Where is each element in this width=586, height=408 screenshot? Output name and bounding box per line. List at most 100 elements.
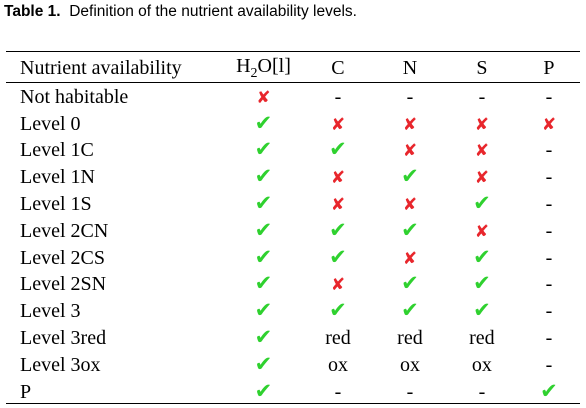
table-cell: ✔ <box>302 245 374 272</box>
header-n: N <box>402 57 418 79</box>
table-row: Level 1N ✔ ✘ ✔ ✘ - <box>6 164 580 191</box>
table-row: P ✔ - - - ✔ <box>6 379 580 406</box>
table-row: Level 1C ✔ ✔ ✘ ✘ - <box>6 138 580 165</box>
dash-text: - <box>545 193 553 216</box>
check-icon: ✔ <box>540 378 558 403</box>
header-c: C <box>331 57 345 79</box>
check-icon: ✔ <box>329 217 347 242</box>
header-h2o-rest: O[l] <box>257 55 291 77</box>
row-label: Level 2SN <box>20 273 107 296</box>
check-icon: ✔ <box>473 244 491 269</box>
table-cell: ✘ <box>374 191 446 218</box>
dash-text: - <box>406 85 414 108</box>
cross-icon: ✘ <box>402 248 418 269</box>
cross-icon: ✘ <box>402 114 418 135</box>
table-row: Level 1S ✔ ✘ ✘ ✔ - <box>6 191 580 218</box>
row-label: P <box>20 380 32 403</box>
table-cell: ✔ <box>518 379 580 406</box>
check-icon: ✔ <box>254 351 273 376</box>
dash-text: - <box>545 166 553 189</box>
table-cell: ✔ <box>302 298 374 325</box>
cross-icon: ✘ <box>402 141 418 162</box>
dash-text: - <box>545 219 553 242</box>
dash-text: - <box>406 380 414 403</box>
dash-text: - <box>478 380 486 403</box>
table-row: Level 3ox ✔ ox ox ox - <box>6 352 580 379</box>
table-cell: ✘ <box>302 164 374 191</box>
dash-text: - <box>545 353 553 376</box>
cross-icon: ✘ <box>402 195 418 216</box>
cross-icon: ✘ <box>330 195 346 216</box>
table-cell: - <box>374 379 446 406</box>
check-icon: ✔ <box>254 325 273 350</box>
check-icon: ✔ <box>254 191 273 216</box>
table-cell: ✔ <box>225 191 302 218</box>
table-cell: ✔ <box>446 191 518 218</box>
table-cell: ✔ <box>446 245 518 272</box>
table-cell: ✔ <box>225 245 302 272</box>
check-icon: ✔ <box>254 164 273 189</box>
dash-text: - <box>545 327 553 350</box>
table-cell: - <box>518 164 580 191</box>
header-nutrient-availability: Nutrient availability <box>20 57 182 79</box>
dash-text: - <box>478 85 486 108</box>
table-cell: ✔ <box>225 379 302 406</box>
table-cell: ✔ <box>374 164 446 191</box>
cell-text: ox <box>327 353 348 376</box>
table-cell: ✔ <box>225 218 302 245</box>
dash-text: - <box>545 246 553 269</box>
table-cell: ✔ <box>225 325 302 352</box>
header-s: S <box>476 57 488 79</box>
table-row: Level 3 ✔ ✔ ✔ ✔ - <box>6 298 580 325</box>
table-cell: ✔ <box>225 138 302 165</box>
nutrient-table: Nutrient availability H2O[l] C N S P Not… <box>6 55 580 406</box>
table-cell: ✘ <box>374 138 446 165</box>
table-cell: ✔ <box>225 111 302 138</box>
cell-text: red <box>469 327 495 350</box>
table-row: Level 2SN ✔ ✘ ✔ ✔ - <box>6 272 580 299</box>
dash-text: - <box>545 273 553 296</box>
table-cell: - <box>302 82 374 111</box>
dash-text: - <box>334 380 342 403</box>
check-icon: ✔ <box>329 137 347 162</box>
table-cell: ✘ <box>302 191 374 218</box>
row-label: Level 0 <box>20 112 81 135</box>
table-cell: ✘ <box>374 111 446 138</box>
table-cell: ✘ <box>446 138 518 165</box>
check-icon: ✔ <box>401 298 419 323</box>
table-cell: ✔ <box>446 272 518 299</box>
bottom-rule <box>6 403 580 405</box>
table-cell: ox <box>446 352 518 379</box>
table-cell: ✔ <box>374 298 446 325</box>
table-cell: - <box>518 191 580 218</box>
row-label: Not habitable <box>20 85 129 108</box>
table-cell: - <box>374 82 446 111</box>
check-icon: ✔ <box>254 271 273 296</box>
table-cell: ✔ <box>374 272 446 299</box>
dash-text: - <box>545 85 553 108</box>
check-icon: ✔ <box>473 191 491 216</box>
check-icon: ✔ <box>329 298 347 323</box>
table-cell: - <box>302 379 374 406</box>
table-cell: ✔ <box>302 138 374 165</box>
cross-icon: ✘ <box>330 168 346 189</box>
cell-text: ox <box>399 353 420 376</box>
table-cell: ox <box>374 352 446 379</box>
table-cell: - <box>518 352 580 379</box>
table-cell: red <box>374 325 446 352</box>
row-label: Level 1C <box>20 139 94 162</box>
cross-icon: ✘ <box>330 114 346 135</box>
check-icon: ✔ <box>473 298 491 323</box>
table-row: Level 2CS ✔ ✔ ✘ ✔ - <box>6 245 580 272</box>
table-cell: ✘ <box>446 111 518 138</box>
table-cell: red <box>302 325 374 352</box>
dash-text: - <box>545 139 553 162</box>
cell-text: ox <box>471 353 492 376</box>
table-row: Level 3red ✔ red red red - <box>6 325 580 352</box>
cross-icon: ✘ <box>474 114 490 135</box>
table-cell: - <box>518 298 580 325</box>
table-cell: ✘ <box>446 218 518 245</box>
cell-text: red <box>397 327 423 350</box>
check-icon: ✔ <box>254 378 273 403</box>
header-p: P <box>543 57 555 79</box>
